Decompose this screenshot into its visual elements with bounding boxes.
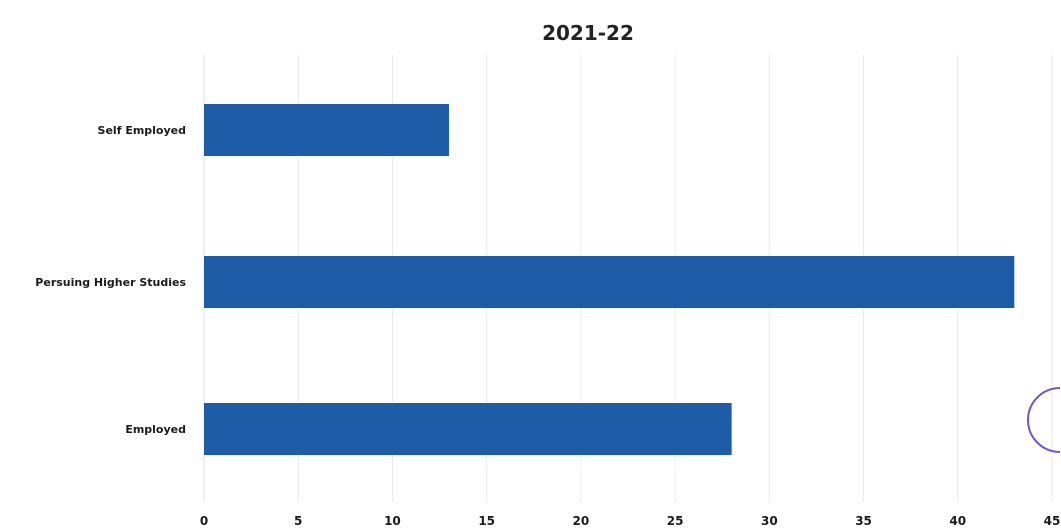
x-tick-label: 20	[573, 514, 590, 528]
x-tick-label: 35	[855, 514, 872, 528]
category-labels: Self Employed Persuing Higher Studies Empl…	[35, 124, 186, 436]
x-tick-labels: 0 5 10 15 20 25 30 35 40 45	[200, 514, 1061, 528]
x-tick-label: 5	[294, 514, 302, 528]
category-label: Self Employed	[98, 124, 186, 137]
x-tick-label: 0	[200, 514, 208, 528]
bar	[204, 403, 732, 455]
category-label: Persuing Higher Studies	[35, 276, 186, 289]
bar	[204, 104, 449, 156]
x-tick-label: 25	[667, 514, 684, 528]
x-tick-label: 30	[761, 514, 778, 528]
x-tick-label: 15	[478, 514, 495, 528]
x-tick-label: 10	[384, 514, 401, 528]
decorative-ring-edge	[1027, 387, 1061, 453]
x-tick-label: 45	[1044, 514, 1061, 528]
category-label: Employed	[125, 423, 186, 436]
chart-title: 2021-22	[542, 21, 634, 45]
bars	[204, 104, 1015, 455]
x-tick-label: 40	[949, 514, 966, 528]
bar	[204, 256, 1015, 308]
